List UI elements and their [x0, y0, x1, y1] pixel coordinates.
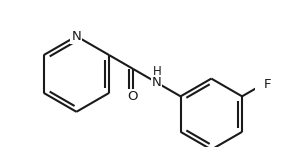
Text: O: O: [128, 90, 138, 103]
Text: N: N: [152, 76, 162, 89]
Text: H: H: [152, 65, 161, 78]
Text: N: N: [71, 30, 81, 43]
Text: F: F: [264, 78, 272, 91]
